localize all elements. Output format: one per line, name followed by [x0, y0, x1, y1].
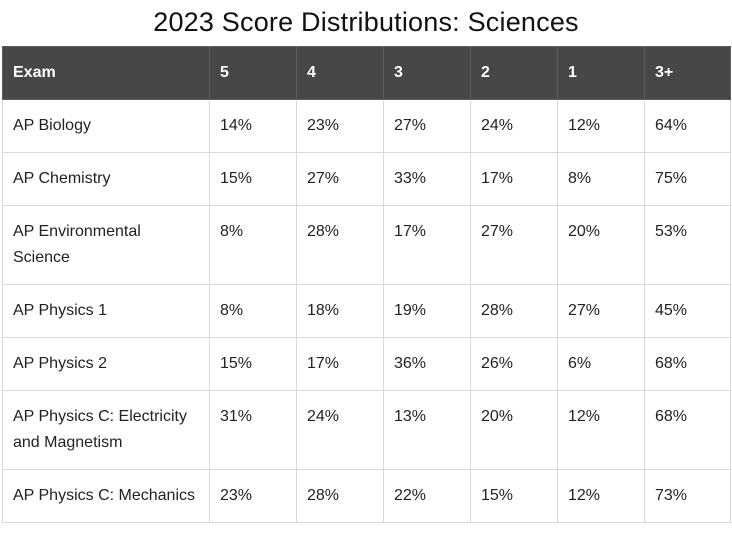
column-header-score-4: 4 — [296, 46, 384, 100]
score-4-cell: 28% — [296, 469, 384, 523]
exam-name-cell: AP Physics 1 — [2, 284, 210, 338]
score-3-cell: 33% — [383, 152, 471, 206]
column-header-score-3: 3 — [383, 46, 471, 100]
score-2-cell: 26% — [470, 337, 558, 391]
score-4-cell: 28% — [296, 205, 384, 285]
column-header-score-3-plus: 3+ — [644, 46, 731, 100]
exam-name-cell: AP Physics C: Mechanics — [2, 469, 210, 523]
score-2-cell: 17% — [470, 152, 558, 206]
score-5-cell: 23% — [209, 469, 297, 523]
header-row: Exam 5 4 3 2 1 3+ — [2, 46, 731, 100]
score-3-plus-cell: 45% — [644, 284, 731, 338]
score-4-cell: 23% — [296, 99, 384, 153]
score-3-cell: 22% — [383, 469, 471, 523]
exam-name-cell: AP Environmental Science — [2, 205, 210, 285]
score-3-cell: 36% — [383, 337, 471, 391]
table-row: AP Physics C: Mechanics 23% 28% 22% 15% … — [2, 469, 731, 523]
table-row: AP Physics C: Electricity and Magnetism … — [2, 390, 731, 470]
score-1-cell: 6% — [557, 337, 645, 391]
score-1-cell: 12% — [557, 469, 645, 523]
exam-name-cell: AP Physics 2 — [2, 337, 210, 391]
column-header-exam: Exam — [2, 46, 210, 100]
score-3-plus-cell: 75% — [644, 152, 731, 206]
score-1-cell: 12% — [557, 390, 645, 470]
score-2-cell: 20% — [470, 390, 558, 470]
score-4-cell: 27% — [296, 152, 384, 206]
exam-name-cell: AP Chemistry — [2, 152, 210, 206]
score-3-cell: 19% — [383, 284, 471, 338]
score-3-cell: 17% — [383, 205, 471, 285]
score-3-plus-cell: 73% — [644, 469, 731, 523]
table-row: AP Biology 14% 23% 27% 24% 12% 64% — [2, 99, 731, 153]
table-row: AP Environmental Science 8% 28% 17% 27% … — [2, 205, 731, 285]
score-3-plus-cell: 64% — [644, 99, 731, 153]
score-3-cell: 13% — [383, 390, 471, 470]
score-5-cell: 14% — [209, 99, 297, 153]
table-header: Exam 5 4 3 2 1 3+ — [2, 46, 731, 100]
score-2-cell: 24% — [470, 99, 558, 153]
table-body: AP Biology 14% 23% 27% 24% 12% 64% AP Ch… — [2, 99, 731, 523]
score-1-cell: 8% — [557, 152, 645, 206]
score-4-cell: 24% — [296, 390, 384, 470]
score-5-cell: 31% — [209, 390, 297, 470]
score-1-cell: 20% — [557, 205, 645, 285]
column-header-score-5: 5 — [209, 46, 297, 100]
score-distribution-table: Exam 5 4 3 2 1 3+ AP Biology 14% 23% 27%… — [2, 46, 731, 523]
score-3-plus-cell: 68% — [644, 337, 731, 391]
column-header-score-1: 1 — [557, 46, 645, 100]
table-row: AP Physics 2 15% 17% 36% 26% 6% 68% — [2, 337, 731, 391]
exam-name-cell: AP Physics C: Electricity and Magnetism — [2, 390, 210, 470]
score-1-cell: 12% — [557, 99, 645, 153]
exam-name-cell: AP Biology — [2, 99, 210, 153]
score-1-cell: 27% — [557, 284, 645, 338]
score-3-cell: 27% — [383, 99, 471, 153]
score-3-plus-cell: 68% — [644, 390, 731, 470]
score-5-cell: 8% — [209, 205, 297, 285]
column-header-score-2: 2 — [470, 46, 558, 100]
score-2-cell: 27% — [470, 205, 558, 285]
table-row: AP Chemistry 15% 27% 33% 17% 8% 75% — [2, 152, 731, 206]
score-3-plus-cell: 53% — [644, 205, 731, 285]
score-4-cell: 18% — [296, 284, 384, 338]
score-5-cell: 8% — [209, 284, 297, 338]
table-row: AP Physics 1 8% 18% 19% 28% 27% 45% — [2, 284, 731, 338]
score-2-cell: 28% — [470, 284, 558, 338]
score-5-cell: 15% — [209, 337, 297, 391]
score-4-cell: 17% — [296, 337, 384, 391]
score-5-cell: 15% — [209, 152, 297, 206]
score-2-cell: 15% — [470, 469, 558, 523]
page-title: 2023 Score Distributions: Sciences — [153, 7, 579, 37]
